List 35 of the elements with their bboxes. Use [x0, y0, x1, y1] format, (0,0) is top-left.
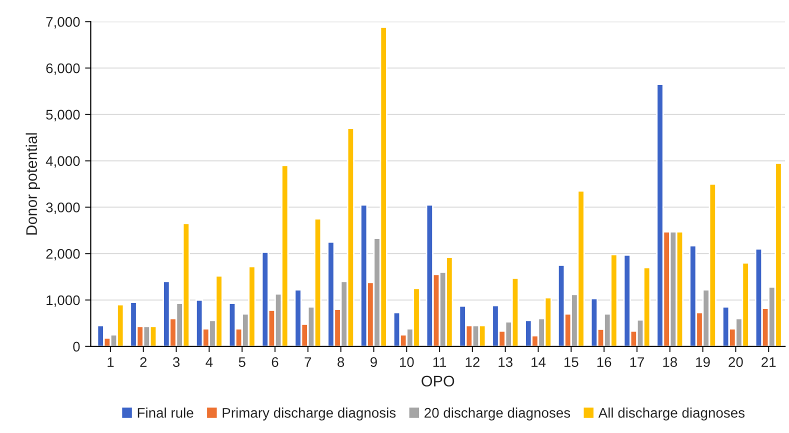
x-tick-label: 3: [172, 357, 180, 368]
x-axis-title: OPO: [422, 376, 454, 387]
x-tick-label: 4: [206, 357, 213, 367]
x-tick-label: 16: [597, 357, 612, 368]
x-tick-label: 13: [498, 357, 512, 368]
x-tick-label: 12: [466, 357, 480, 367]
x-tick-label: 9: [370, 357, 377, 368]
y-tick-label: 0: [73, 342, 80, 352]
y-tick-label: 1,000: [46, 295, 80, 307]
y-tick-label: 3,000: [46, 202, 80, 214]
x-tick-label: 21: [762, 357, 776, 367]
x-tick-label: 6: [272, 357, 278, 368]
x-tick-label: 10: [400, 357, 414, 368]
legend-label: All discharge diagnoses: [598, 408, 745, 420]
x-tick-label: 19: [696, 357, 710, 368]
x-tick-label: 18: [663, 357, 678, 368]
x-tick-label: 2: [140, 357, 147, 367]
x-tick-label: 7: [304, 357, 312, 367]
y-tick-label: 4,000: [46, 156, 80, 168]
legend-label: Final rule: [138, 408, 194, 418]
x-tick-label: 11: [433, 357, 446, 367]
x-tick-label: 20: [728, 357, 743, 368]
x-tick-label: 17: [630, 357, 644, 367]
x-tick-label: 5: [238, 357, 246, 368]
x-tick-label: 14: [532, 357, 546, 367]
x-tick-label: 1: [108, 357, 114, 367]
x-tick-label: 8: [338, 357, 344, 368]
y-axis-title: Donor potential: [26, 133, 40, 235]
y-tick-label: 7,000: [46, 16, 80, 28]
legend-label: 20 discharge diagnoses: [424, 408, 570, 420]
y-tick-label: 2,000: [46, 248, 80, 260]
y-tick-label: 6,000: [46, 63, 80, 75]
x-tick-label: 15: [564, 357, 578, 368]
legend-label: Primary discharge diagnosis: [222, 408, 396, 420]
y-tick-label: 5,000: [46, 110, 80, 122]
